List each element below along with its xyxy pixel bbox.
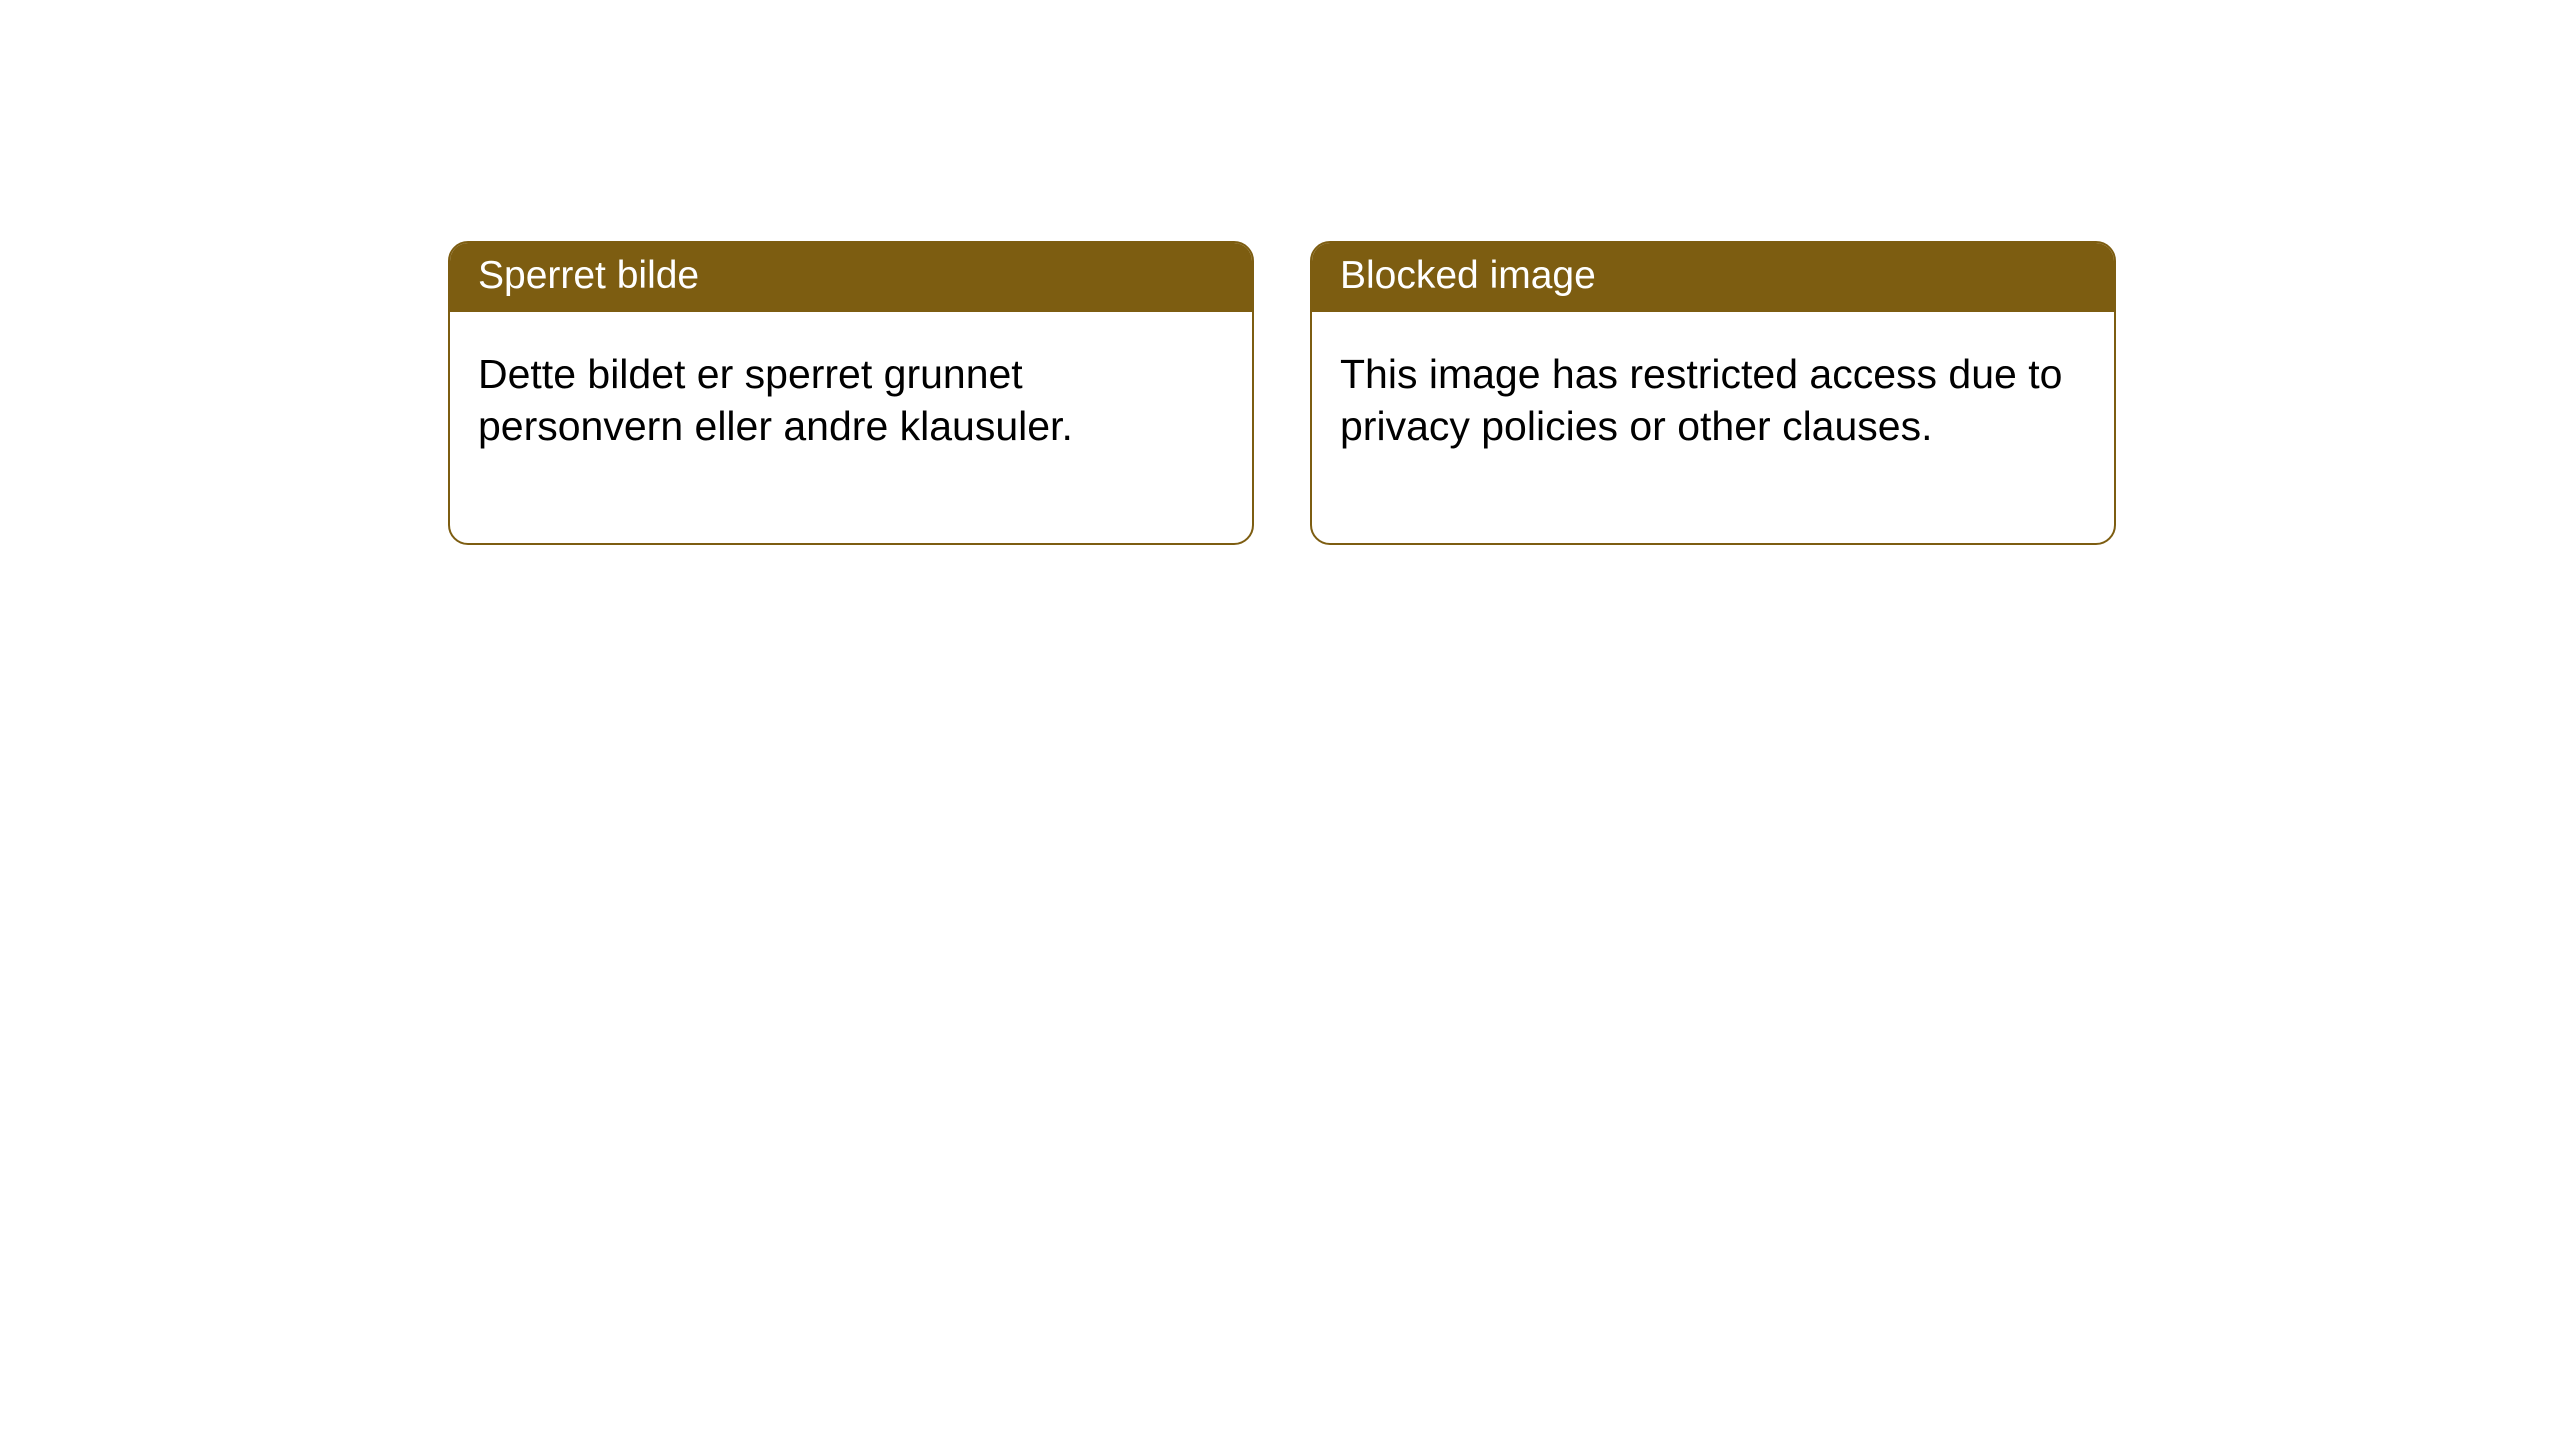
notice-header-en: Blocked image <box>1312 243 2114 312</box>
notice-card-en: Blocked image This image has restricted … <box>1310 241 2116 545</box>
notice-header-no: Sperret bilde <box>450 243 1252 312</box>
notice-card-no: Sperret bilde Dette bildet er sperret gr… <box>448 241 1254 545</box>
notice-container: Sperret bilde Dette bildet er sperret gr… <box>448 241 2116 545</box>
notice-body-no: Dette bildet er sperret grunnet personve… <box>450 312 1252 543</box>
notice-body-en: This image has restricted access due to … <box>1312 312 2114 543</box>
